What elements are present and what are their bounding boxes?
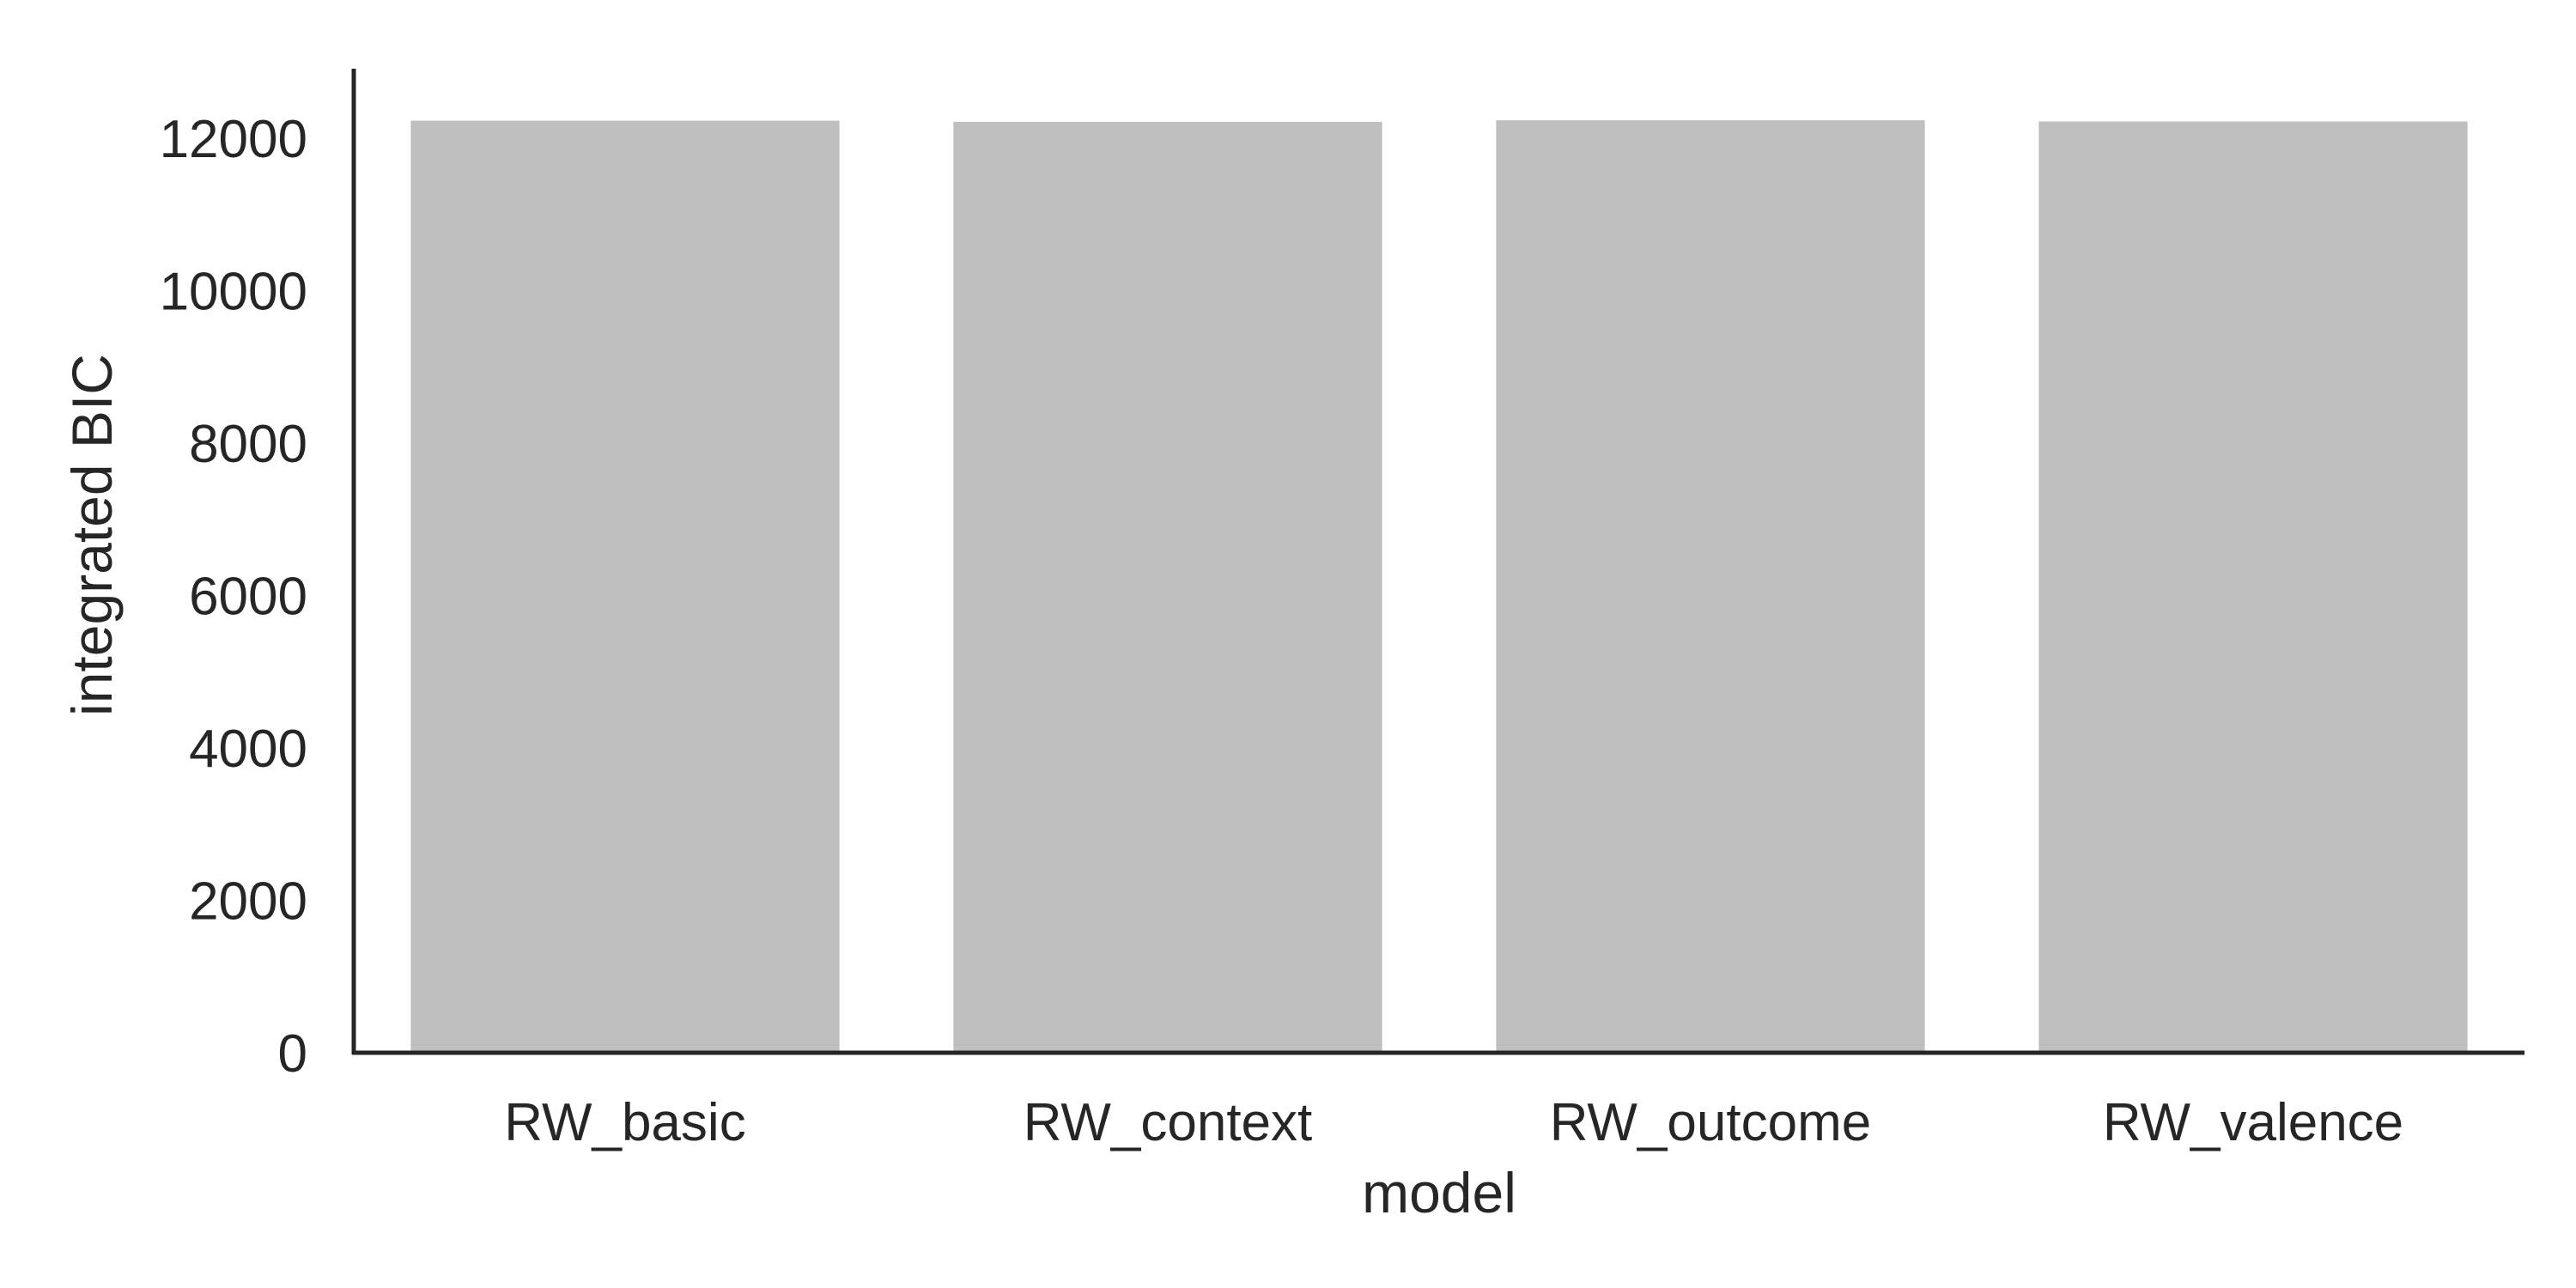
- y-tick-label: 10000: [160, 263, 307, 322]
- x-tick-label: RW_outcome: [1550, 1093, 1871, 1152]
- y-tick-label: 12000: [160, 110, 307, 169]
- bars-layer: [410, 120, 2468, 1054]
- y-tick-label: 4000: [189, 720, 307, 779]
- bar-rw-context: [953, 121, 1382, 1054]
- y-tick-label: 2000: [189, 872, 307, 932]
- x-tick-label: RW_context: [1024, 1093, 1313, 1152]
- x-tick-label: RW_valence: [2103, 1093, 2403, 1152]
- y-tick-label: 6000: [189, 568, 307, 627]
- y-axis-title: integrated BIC: [60, 354, 124, 716]
- y-tick-label: 0: [278, 1024, 307, 1084]
- axes-layer: [351, 69, 2524, 1055]
- y-ticks: 0 2000 4000 6000 8000 10000 12000: [160, 110, 307, 1084]
- x-axis-title: model: [1362, 1161, 1516, 1224]
- bar-rw-outcome: [1496, 120, 1925, 1053]
- x-ticks: RW_basic RW_context RW_outcome RW_valence: [504, 1093, 2403, 1152]
- bar-rw-basic: [410, 120, 840, 1053]
- x-tick-label: RW_basic: [504, 1093, 745, 1152]
- bar-rw-valence: [2038, 121, 2468, 1054]
- y-tick-label: 8000: [189, 415, 307, 474]
